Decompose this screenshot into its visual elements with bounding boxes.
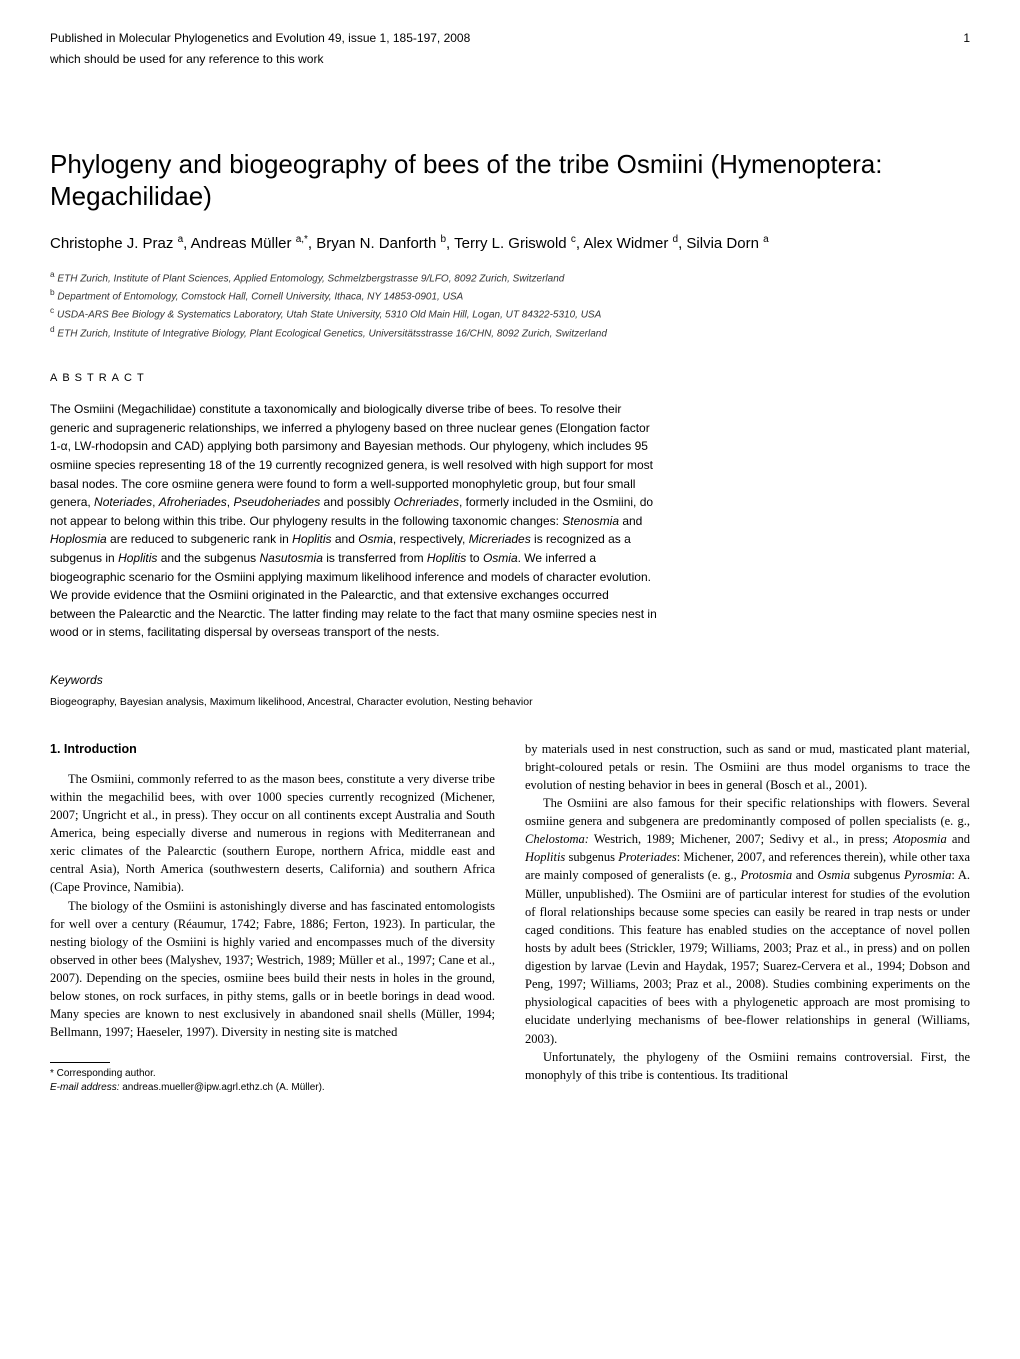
abstract-label: ABSTRACT — [50, 371, 970, 386]
section-1-heading: 1. Introduction — [50, 740, 495, 758]
keyword-item: Nesting behavior — [454, 696, 533, 708]
paper-title: Phylogeny and biogeography of bees of th… — [50, 148, 970, 213]
body-paragraph: The Osmiini, commonly referred to as the… — [50, 770, 495, 897]
keywords-list: Biogeography, Bayesian analysis, Maximum… — [50, 695, 970, 710]
corresponding-author-note: * Corresponding author. E-mail address: … — [50, 1067, 495, 1095]
keywords-label: Keywords — [50, 672, 970, 689]
keyword-item: Character evolution — [357, 696, 448, 708]
publication-subline: which should be used for any reference t… — [50, 51, 970, 68]
body-paragraph: Unfortunately, the phylogeny of the Osmi… — [525, 1048, 970, 1084]
page-number: 1 — [963, 30, 970, 47]
keyword-item: Biogeography — [50, 696, 114, 708]
corresponding-email: andreas.mueller@ipw.agrl.ethz.ch (A. Mül… — [122, 1082, 324, 1093]
keyword-item: Maximum likelihood — [210, 696, 302, 708]
affiliation-line: a ETH Zurich, Institute of Plant Science… — [50, 268, 970, 286]
affiliations-block: a ETH Zurich, Institute of Plant Science… — [50, 268, 970, 341]
affiliation-line: b Department of Entomology, Comstock Hal… — [50, 286, 970, 304]
authors-line: Christophe J. Praz a, Andreas Müller a,*… — [50, 233, 970, 254]
affiliation-line: c USDA-ARS Bee Biology & Systematics Lab… — [50, 304, 970, 322]
body-paragraph: The Osmiini are also famous for their sp… — [525, 794, 970, 1048]
corresponding-label: * Corresponding author. — [50, 1068, 156, 1079]
abstract-body: The Osmiini (Megachilidae) constitute a … — [50, 400, 657, 642]
footnote-rule — [50, 1062, 110, 1063]
publication-line: Published in Molecular Phylogenetics and… — [50, 30, 970, 47]
keyword-item: Ancestral — [307, 696, 351, 708]
email-label: E-mail address: — [50, 1082, 119, 1093]
body-columns: 1. Introduction The Osmiini, commonly re… — [50, 740, 970, 1095]
body-paragraph: The biology of the Osmiini is astonishin… — [50, 897, 495, 1042]
body-paragraph: by materials used in nest construction, … — [525, 740, 970, 794]
affiliation-line: d ETH Zurich, Institute of Integrative B… — [50, 323, 970, 341]
keyword-item: Bayesian analysis — [120, 696, 204, 708]
